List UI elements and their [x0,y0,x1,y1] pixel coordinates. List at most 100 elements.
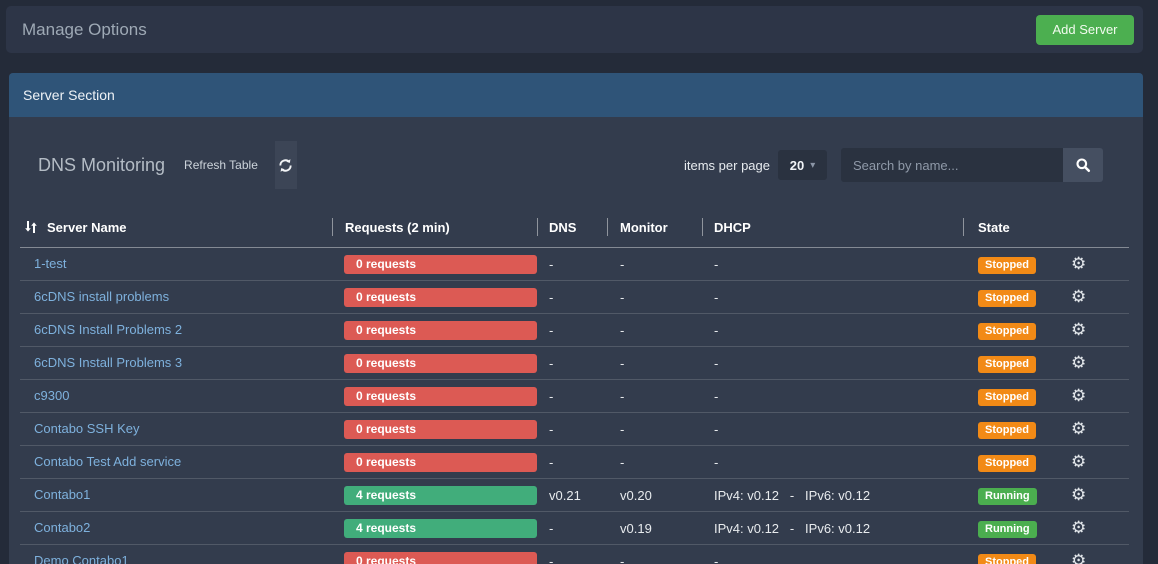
state-badge: Running [978,521,1037,538]
table-row: Contabo1 4 requests v0.21 v0.20 IPv4: v0… [20,479,1129,512]
gear-icon[interactable]: ⚙ [1071,287,1086,306]
server-name-cell: c9300 [20,387,332,405]
table-toolbar: DNS Monitoring Refresh Table items per p… [38,141,1103,189]
server-name-link[interactable]: 6cDNS Install Problems 2 [34,322,182,337]
search-icon [1075,157,1091,173]
dns-value: - [537,422,607,437]
items-per-page-label: items per page [684,158,770,173]
dns-value: - [537,356,607,371]
table-header-row: Server Name Requests (2 min) DNS Monitor… [20,207,1129,248]
gear-icon[interactable]: ⚙ [1071,320,1086,339]
server-name-link[interactable]: Demo Contabo1 [34,553,129,564]
state-badge: Stopped [978,455,1036,472]
monitor-value: - [607,290,702,305]
server-name-link[interactable]: 6cDNS Install Problems 3 [34,355,182,370]
gear-icon[interactable]: ⚙ [1071,452,1086,471]
actions-cell: ⚙ [1045,519,1129,538]
requests-cell: 0 requests [332,255,537,274]
requests-badge: 0 requests [344,288,537,307]
items-per-page-select[interactable]: 20 ▾ [778,150,827,180]
actions-cell: ⚙ [1045,321,1129,340]
actions-cell: ⚙ [1045,552,1129,564]
server-name-link[interactable]: Contabo1 [34,487,90,502]
monitor-value: - [607,422,702,437]
dns-value: - [537,521,607,536]
server-name-cell: Contabo2 [20,519,332,537]
server-name-cell: 6cDNS Install Problems 2 [20,321,332,339]
refresh-table-label: Refresh Table [184,158,258,172]
monitor-value: - [607,257,702,272]
server-section-panel: Server Section DNS Monitoring Refresh Ta… [9,73,1143,564]
server-name-cell: Demo Contabo1 [20,552,332,564]
refresh-button[interactable] [275,141,297,189]
dns-value: - [537,290,607,305]
table-row: 6cDNS Install Problems 3 0 requests - - … [20,347,1129,380]
server-name-cell: Contabo Test Add service [20,453,332,471]
gear-icon[interactable]: ⚙ [1071,419,1086,438]
actions-cell: ⚙ [1045,387,1129,406]
column-header-dns: DNS [537,220,607,235]
section-title: Server Section [23,87,115,103]
monitor-value: - [607,356,702,371]
dns-value: - [537,554,607,564]
requests-badge: 0 requests [344,321,537,340]
requests-cell: 0 requests [332,387,537,406]
monitor-value: - [607,455,702,470]
search-button[interactable] [1063,148,1103,182]
table-row: c9300 0 requests - - - Stopped ⚙ [20,380,1129,413]
dhcp-value: - [702,554,963,564]
table-row: Contabo2 4 requests - v0.19 IPv4: v0.12 … [20,512,1129,545]
server-name-link[interactable]: c9300 [34,388,69,403]
server-name-cell: Contabo1 [20,486,332,504]
server-name-link[interactable]: Contabo SSH Key [34,421,140,436]
server-name-link[interactable]: Contabo2 [34,520,90,535]
requests-badge: 0 requests [344,420,537,439]
state-badge: Stopped [978,323,1036,340]
column-header-state: State [963,220,1045,235]
server-name-cell: 6cDNS install problems [20,288,332,306]
gear-icon[interactable]: ⚙ [1071,485,1086,504]
state-badge: Stopped [978,554,1036,564]
dns-value: - [537,389,607,404]
state-cell: Stopped [963,255,1045,274]
servers-table: Server Name Requests (2 min) DNS Monitor… [20,207,1129,564]
gear-icon[interactable]: ⚙ [1071,551,1086,564]
search-input[interactable] [841,148,1063,182]
requests-cell: 0 requests [332,354,537,373]
state-badge: Stopped [978,422,1036,439]
gear-icon[interactable]: ⚙ [1071,518,1086,537]
state-cell: Running [963,486,1045,505]
server-name-cell: 1-test [20,255,332,273]
table-body: 1-test 0 requests - - - Stopped ⚙ 6cDNS … [20,248,1129,564]
dhcp-value: - [702,356,963,371]
gear-icon[interactable]: ⚙ [1071,386,1086,405]
dns-value: - [537,455,607,470]
actions-cell: ⚙ [1045,420,1129,439]
state-badge: Stopped [978,290,1036,307]
server-name-link[interactable]: 1-test [34,256,67,271]
server-name-link[interactable]: 6cDNS install problems [34,289,169,304]
requests-badge: 4 requests [344,519,537,538]
state-cell: Stopped [963,420,1045,439]
gear-icon[interactable]: ⚙ [1071,353,1086,372]
requests-badge: 0 requests [344,255,537,274]
state-cell: Stopped [963,453,1045,472]
add-server-button[interactable]: Add Server [1036,15,1134,45]
actions-cell: ⚙ [1045,453,1129,472]
requests-cell: 0 requests [332,420,537,439]
monitor-value: v0.20 [607,488,702,503]
requests-cell: 0 requests [332,288,537,307]
dhcp-value: IPv4: v0.12 - IPv6: v0.12 [702,521,963,536]
table-row: Demo Contabo1 0 requests - - - Stopped ⚙ [20,545,1129,564]
column-header-server-name[interactable]: Server Name [20,220,332,235]
server-name-link[interactable]: Contabo Test Add service [34,454,181,469]
toolbar-right: items per page 20 ▾ [684,148,1103,182]
monitor-value: - [607,389,702,404]
actions-cell: ⚙ [1045,354,1129,373]
dhcp-value: - [702,257,963,272]
manage-options-bar: Manage Options Add Server [6,6,1143,53]
gear-icon[interactable]: ⚙ [1071,254,1086,273]
dhcp-value: IPv4: v0.12 - IPv6: v0.12 [702,488,963,503]
actions-cell: ⚙ [1045,255,1129,274]
dns-value: v0.21 [537,488,607,503]
